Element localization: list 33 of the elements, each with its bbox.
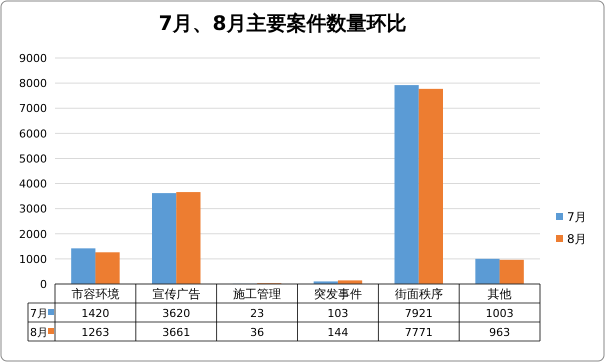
x-tick-label: 宣传广告 — [152, 287, 200, 301]
data-label: 103 — [327, 307, 348, 320]
data-label: 36 — [250, 326, 264, 339]
y-tick-label: 6000 — [19, 127, 47, 140]
y-tick-label: 4000 — [19, 178, 47, 191]
x-tick-label: 施工管理 — [233, 287, 282, 301]
data-label: 963 — [489, 326, 510, 339]
data-label: 1420 — [81, 307, 110, 320]
data-label: 7771 — [404, 326, 433, 339]
data-label: 3620 — [162, 307, 190, 320]
legend-label: 7月 — [567, 210, 587, 224]
data-label: 1003 — [486, 307, 514, 320]
y-tick-label: 0 — [40, 278, 47, 291]
x-tick-label: 其他 — [488, 287, 512, 301]
data-label: 3661 — [162, 326, 190, 339]
data-label: 23 — [250, 307, 264, 320]
data-label: 1263 — [81, 326, 110, 339]
y-tick-label: 3000 — [19, 202, 47, 216]
y-tick-label: 1000 — [19, 252, 47, 266]
y-tick-label: 9000 — [19, 52, 47, 65]
y-tick-label: 7000 — [19, 102, 47, 116]
data-label: 7921 — [404, 307, 433, 320]
data-label: 144 — [327, 326, 348, 339]
text: 8月 — [30, 326, 48, 339]
x-tick-label: 街面秩序 — [394, 287, 443, 301]
text: 7月 — [30, 307, 48, 320]
y-tick-label: 5000 — [19, 152, 47, 166]
x-tick-label: 市容环境 — [71, 287, 120, 301]
legend-label: 8月 — [567, 232, 587, 246]
y-tick-label: 2000 — [19, 228, 47, 241]
y-tick-label: 8000 — [19, 77, 47, 90]
chart-title: 7月、8月主要案件数量环比 — [158, 11, 406, 35]
x-tick-label: 突发事件 — [314, 287, 362, 301]
